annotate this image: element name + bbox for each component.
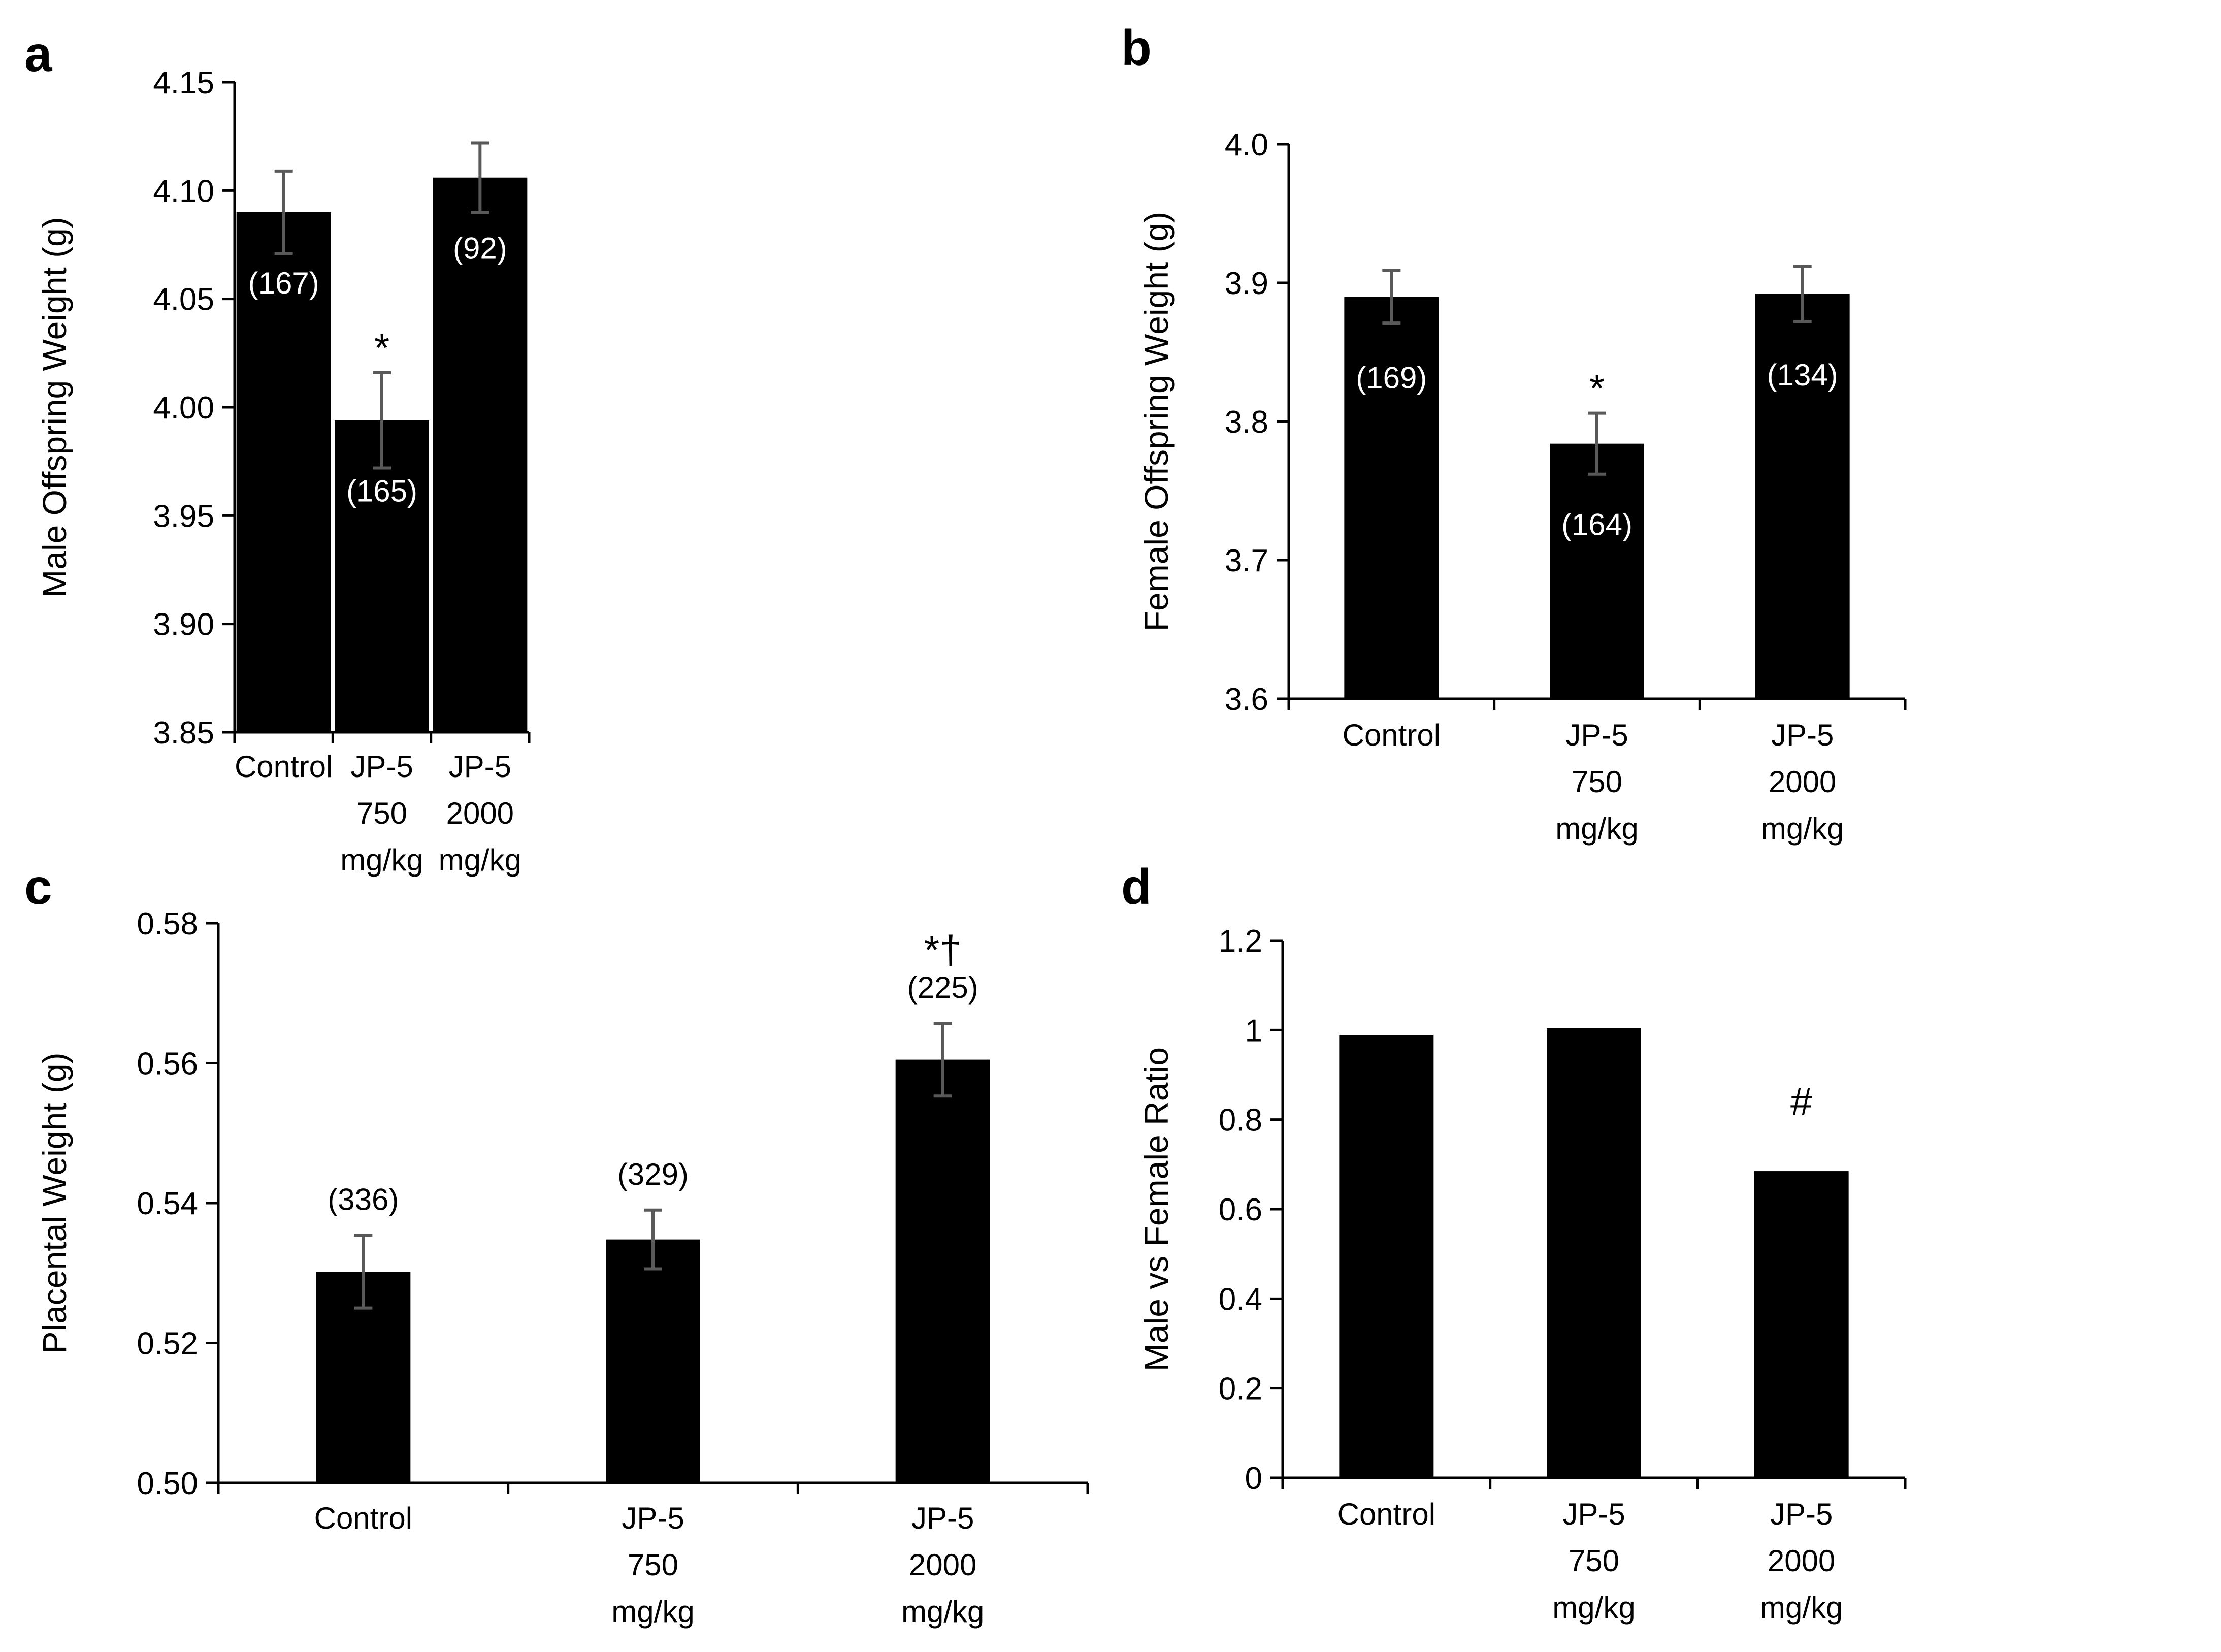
category-label-0: Control (314, 1501, 412, 1535)
bar-1 (1550, 443, 1644, 699)
panel-letter: a (24, 26, 53, 82)
category-label-2: 2000 (446, 796, 514, 830)
n-label-2: (225) (907, 970, 978, 1005)
panel-b: b 3.6 3.7 3.8 3.9 4.0 Female Offspring Weight … (1121, 20, 1907, 846)
category-label-1: JP-5 (622, 1501, 684, 1535)
bar-1 (1547, 1028, 1641, 1478)
y-tick-label: 3.85 (153, 716, 214, 751)
category-label-2: mg/kg (439, 843, 521, 877)
category-label-0: Control (1343, 718, 1441, 752)
y-tick-label: 0.52 (137, 1326, 198, 1362)
category-label-2: JP-5 (1770, 1497, 1833, 1531)
y-tick-label: 4.0 (1225, 127, 1268, 163)
n-label-1: (164) (1561, 508, 1632, 542)
bar-1 (335, 420, 429, 732)
y-tick-label: 0.6 (1219, 1192, 1262, 1227)
y-tick-label: 4.10 (153, 174, 214, 209)
significance-marker-2: *† (924, 927, 962, 972)
y-tick-label: 0.8 (1219, 1103, 1262, 1138)
y-axis-title: Female Offspring Weight (g) (1137, 212, 1175, 632)
n-label-2: (134) (1767, 358, 1838, 392)
category-label-2: mg/kg (901, 1595, 984, 1629)
y-tick-label: 0.2 (1219, 1372, 1262, 1407)
category-label-2: mg/kg (1760, 1591, 1843, 1625)
category-label-2: 2000 (909, 1548, 976, 1582)
significance-marker-2: # (1790, 1079, 1812, 1124)
category-label-2: JP-5 (911, 1501, 974, 1535)
category-label-1: JP-5 (1562, 1497, 1625, 1531)
n-label-0: (169) (1356, 361, 1427, 395)
panel-a: a 3.85 3.90 3.95 4.00 4.05 4.10 4.15 Male Offspr… (24, 26, 531, 877)
y-tick-label: 0.58 (137, 906, 198, 942)
category-label-2: JP-5 (449, 750, 511, 784)
panel-letter: c (24, 859, 52, 915)
category-label-2: 2000 (1768, 1544, 1835, 1578)
bar-0 (1344, 297, 1439, 699)
y-tick-label: 3.95 (153, 499, 214, 534)
category-label-1: mg/kg (340, 843, 423, 877)
bar-0 (236, 212, 331, 732)
bar-2 (433, 177, 528, 732)
category-label-2: mg/kg (1761, 812, 1844, 846)
bar-0 (1339, 1035, 1434, 1478)
bar-1 (606, 1239, 700, 1483)
y-tick-label: 0 (1245, 1461, 1262, 1496)
category-label-1: 750 (1569, 1544, 1619, 1578)
bar-2 (1755, 294, 1850, 699)
y-tick-label: 3.90 (153, 607, 214, 642)
y-tick-label: 3.7 (1225, 543, 1268, 578)
category-label-1: mg/kg (611, 1595, 694, 1629)
category-label-1: 750 (1572, 765, 1622, 799)
significance-marker-1: * (1589, 366, 1605, 411)
panel-letter: d (1121, 859, 1152, 915)
bar-2 (1754, 1171, 1849, 1478)
y-tick-label: 0.4 (1219, 1282, 1262, 1317)
n-label-2: (92) (453, 232, 507, 266)
panel-letter: b (1121, 20, 1152, 76)
panel-c: c 0.50 0.52 0.54 0.56 0.58 Placental Weight (g… (24, 859, 1089, 1629)
category-label-1: mg/kg (1552, 1591, 1635, 1625)
y-tick-label: 0.56 (137, 1047, 198, 1082)
category-label-1: 750 (356, 796, 407, 830)
y-tick-label: 4.00 (153, 391, 214, 426)
bar-2 (895, 1059, 990, 1483)
y-axis-title: Male Offspring Weight (g) (36, 217, 73, 598)
y-tick-label: 3.8 (1225, 405, 1268, 440)
y-tick-label: 1.2 (1219, 924, 1262, 959)
y-tick-label: 3.6 (1225, 682, 1268, 717)
y-tick-label: 4.05 (153, 282, 214, 317)
n-label-1: (329) (617, 1157, 689, 1191)
y-tick-label: 0.50 (137, 1466, 198, 1501)
category-label-2: JP-5 (1771, 718, 1834, 752)
y-tick-label: 1 (1245, 1013, 1262, 1048)
significance-marker-1: * (374, 326, 389, 370)
category-label-1: 750 (628, 1548, 678, 1582)
category-label-1: JP-5 (1565, 718, 1628, 752)
n-label-1: (165) (346, 474, 417, 508)
n-label-0: (167) (248, 266, 319, 300)
category-label-1: JP-5 (350, 750, 413, 784)
category-label-0: Control (235, 750, 333, 784)
panel-d: d 0 0.2 0.4 0.6 0.8 1 1.2 Male vs Female Ratio Co… (1121, 859, 1907, 1625)
category-label-1: mg/kg (1555, 812, 1638, 846)
category-label-2: 2000 (1769, 765, 1836, 799)
y-tick-label: 3.9 (1225, 266, 1268, 301)
y-axis-title: Male vs Female Ratio (1137, 1047, 1175, 1371)
y-axis-title: Placental Weight (g) (36, 1052, 73, 1353)
n-label-0: (336) (328, 1182, 399, 1216)
y-tick-label: 0.54 (137, 1186, 198, 1221)
category-label-0: Control (1337, 1497, 1435, 1531)
y-tick-label: 4.15 (153, 66, 214, 101)
